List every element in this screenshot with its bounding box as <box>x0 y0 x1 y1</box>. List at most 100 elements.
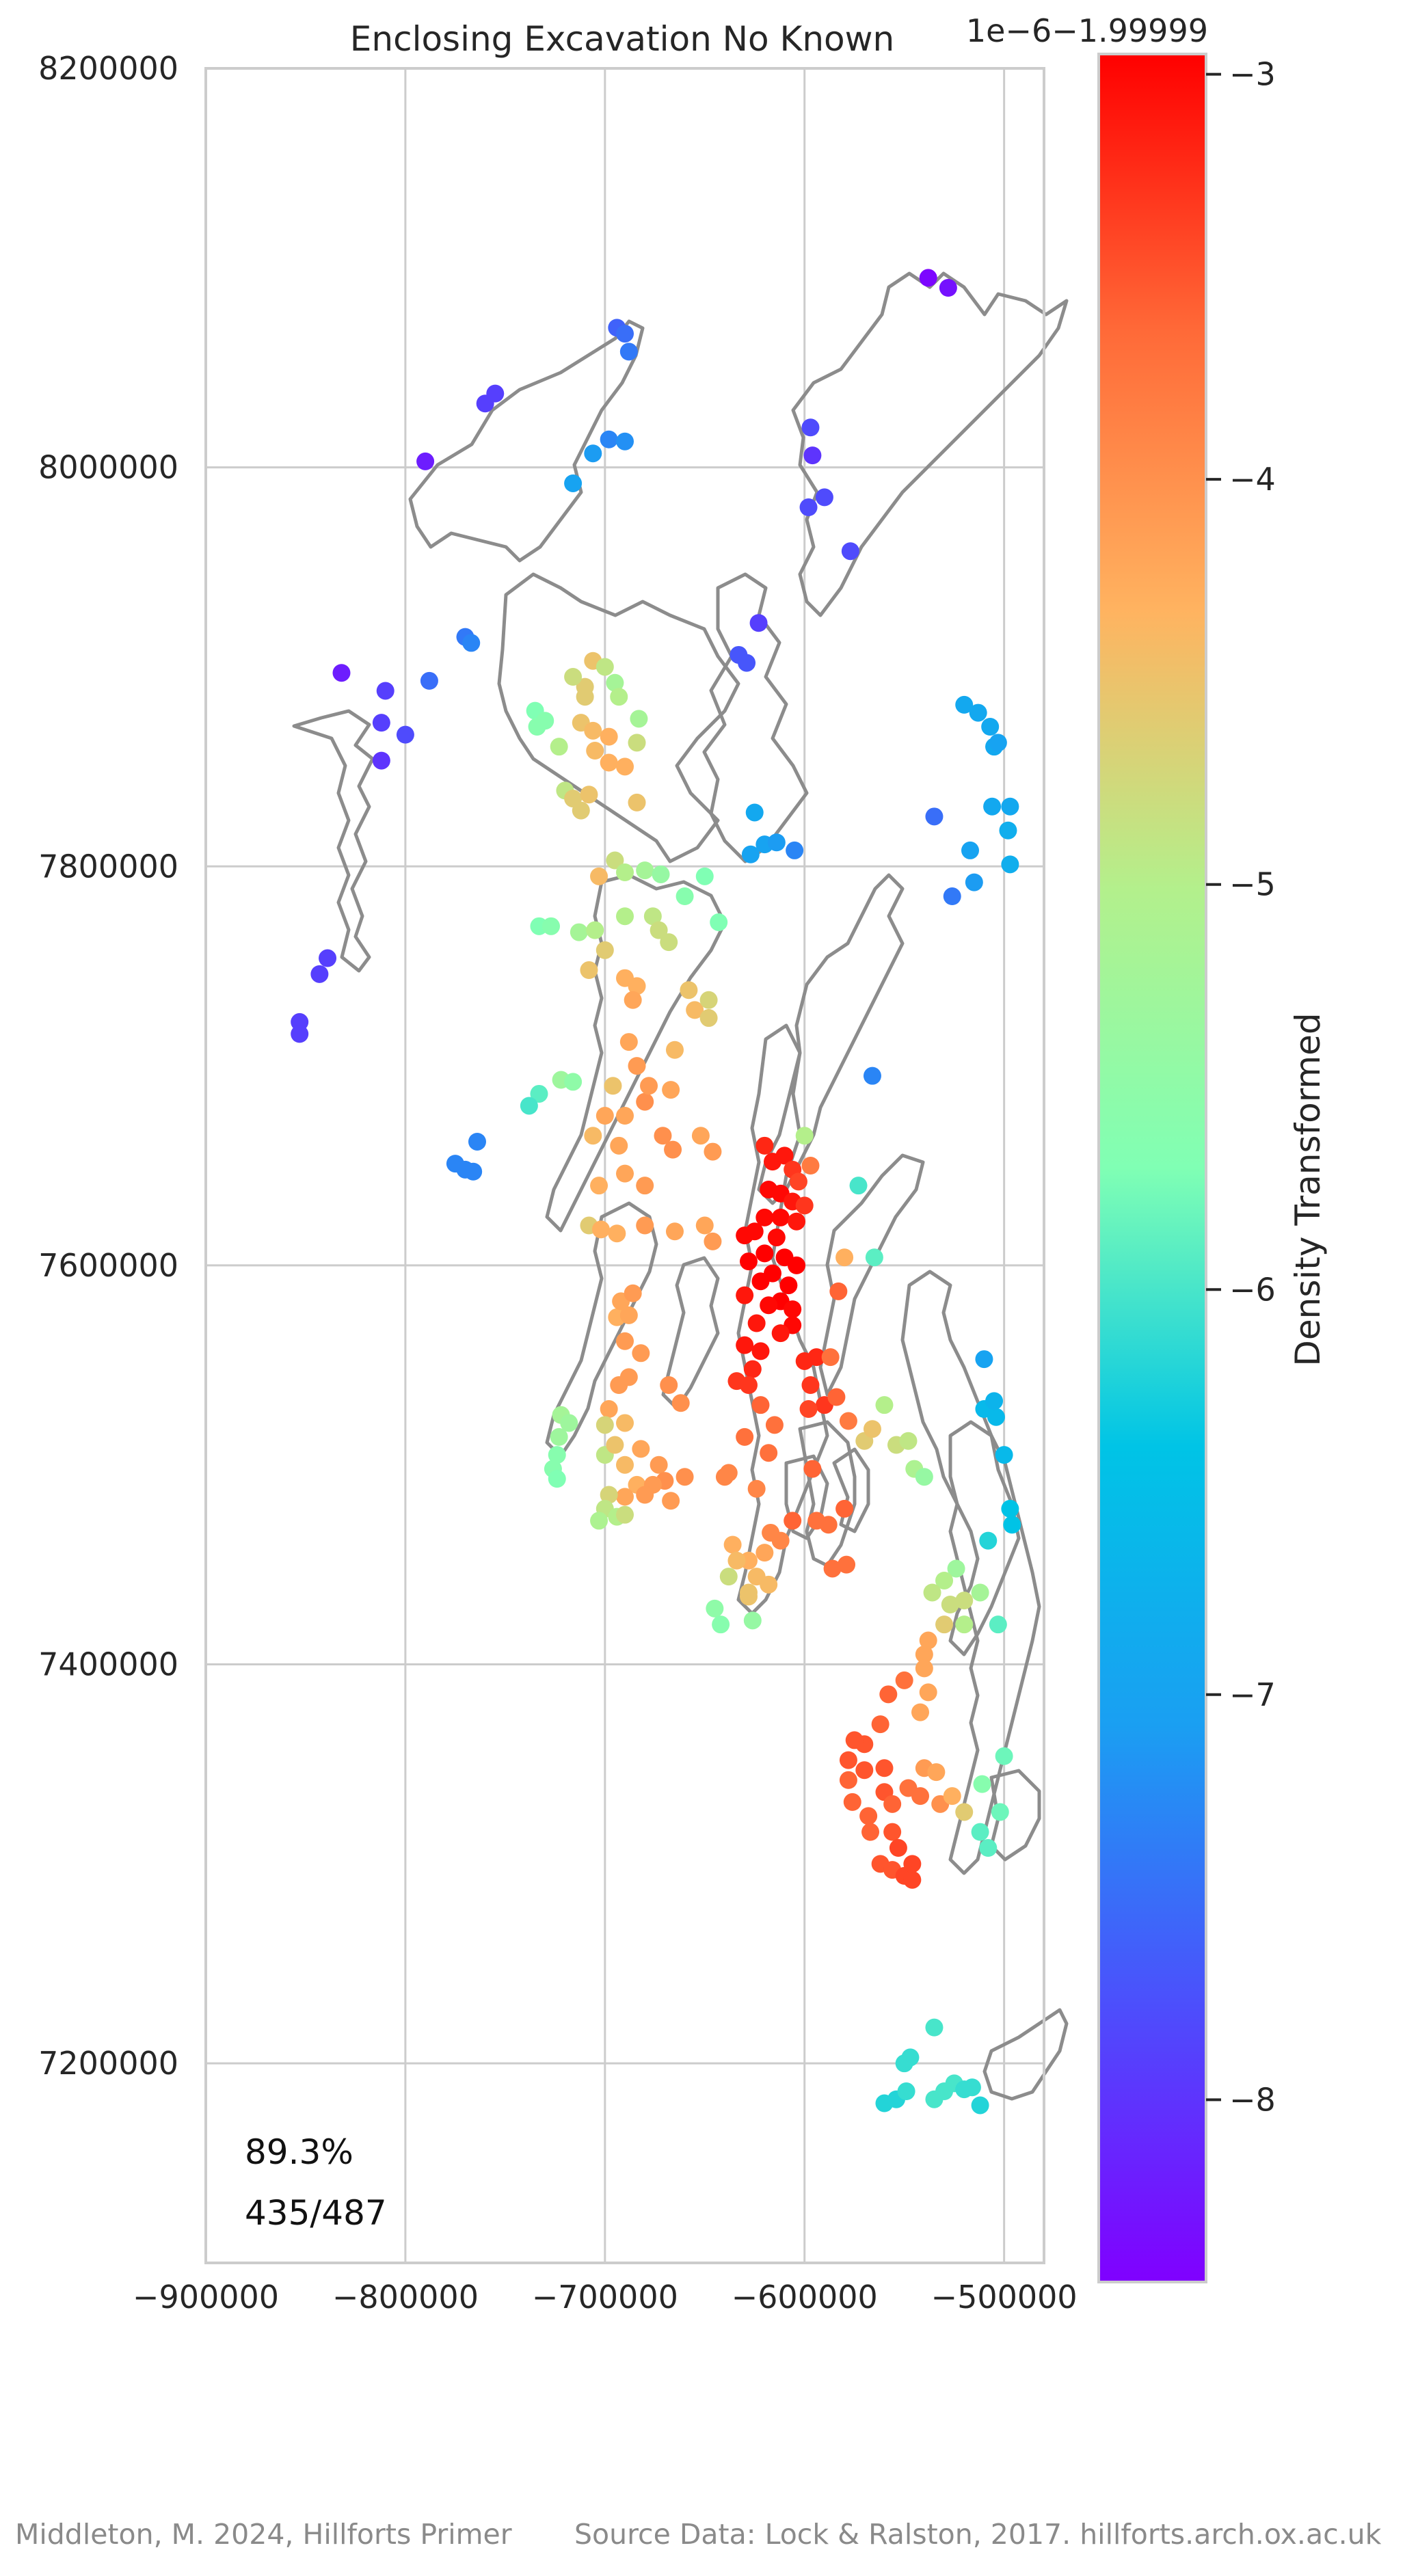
coverage-count: 435/487 <box>245 2193 387 2233</box>
data-point <box>841 542 859 561</box>
data-point <box>719 1568 738 1586</box>
data-point <box>580 961 598 980</box>
data-point <box>675 887 694 906</box>
data-point <box>616 863 634 882</box>
data-point <box>915 1659 933 1678</box>
data-point <box>610 688 628 706</box>
data-point <box>911 1703 930 1721</box>
footer-credit: Middleton, M. 2024, Hillforts Primer <box>15 2518 512 2551</box>
data-point <box>807 1348 826 1367</box>
data-point <box>715 1468 734 1486</box>
colorbar-tick-label: −4 <box>1229 461 1276 498</box>
data-point <box>530 1084 548 1103</box>
data-point <box>855 1761 874 1780</box>
data-point <box>541 917 560 935</box>
data-point <box>771 1208 790 1226</box>
data-point <box>843 1793 861 1811</box>
data-point <box>650 921 668 939</box>
data-point <box>628 793 646 811</box>
colorbar-tick-label: −8 <box>1229 2081 1276 2118</box>
x-axis-ticks: −900000 −800000 −700000 −600000 −500000 <box>133 2279 1078 2316</box>
data-point <box>570 923 588 941</box>
data-point <box>879 1685 898 1704</box>
data-point <box>550 1427 568 1446</box>
data-point <box>765 1416 784 1434</box>
data-point <box>838 1555 856 1574</box>
data-point <box>786 841 804 859</box>
data-point <box>584 721 602 740</box>
data-point <box>665 1222 684 1241</box>
data-point <box>652 865 670 883</box>
data-point <box>560 1414 578 1432</box>
data-point <box>815 488 833 507</box>
data-point <box>643 907 662 926</box>
data-point <box>919 1683 937 1702</box>
data-point <box>396 725 414 744</box>
data-point <box>630 710 648 728</box>
colorbar-tick-label: −5 <box>1229 866 1276 903</box>
data-point <box>695 1216 714 1235</box>
x-tick-label: −700000 <box>532 2279 678 2316</box>
data-point <box>871 1715 889 1734</box>
data-point <box>616 1455 634 1474</box>
data-point <box>915 1468 933 1486</box>
data-point <box>586 742 604 760</box>
data-point <box>739 1376 758 1394</box>
data-point <box>671 1394 690 1412</box>
data-point <box>616 1107 634 1125</box>
data-point <box>606 673 624 692</box>
data-point <box>586 921 604 939</box>
data-point <box>799 498 818 516</box>
data-point <box>801 418 820 437</box>
data-point <box>985 1392 1004 1410</box>
data-point <box>979 1531 998 1550</box>
data-point <box>564 668 583 686</box>
data-point <box>712 1615 730 1634</box>
data-point <box>372 751 390 770</box>
data-point <box>821 1348 840 1367</box>
y-tick-label: 7400000 <box>38 1646 178 1683</box>
data-point <box>788 1212 806 1231</box>
data-point <box>895 1671 913 1689</box>
data-point <box>548 1470 566 1488</box>
data-point <box>859 1807 878 1825</box>
data-point <box>939 279 957 297</box>
data-point <box>619 1368 638 1386</box>
data-point <box>999 821 1017 840</box>
data-point <box>616 432 634 451</box>
data-point <box>596 1107 614 1125</box>
data-point <box>897 2082 915 2101</box>
data-point <box>801 1376 820 1394</box>
data-point <box>619 1033 638 1051</box>
data-point <box>760 1296 778 1315</box>
data-point <box>706 1599 724 1618</box>
data-point <box>695 867 714 885</box>
data-point <box>462 634 481 652</box>
data-point <box>779 1276 798 1295</box>
data-point <box>751 1272 770 1291</box>
data-point <box>829 1282 848 1300</box>
data-point <box>686 1001 704 1019</box>
data-point <box>827 1388 846 1406</box>
x-tick-label: −900000 <box>133 2279 279 2316</box>
data-point <box>619 343 638 361</box>
data-point <box>632 1440 650 1458</box>
data-point <box>935 1571 954 1589</box>
data-point <box>941 1596 959 1613</box>
data-point <box>947 1559 965 1578</box>
data-point <box>965 873 983 891</box>
colorbar-tick-label: −7 <box>1229 1676 1276 1713</box>
data-point <box>1001 797 1019 816</box>
data-point <box>923 1583 941 1602</box>
data-point <box>576 688 594 706</box>
data-point <box>628 977 646 995</box>
data-point <box>771 1324 790 1343</box>
data-point <box>590 867 608 885</box>
data-point <box>784 1512 802 1530</box>
data-point <box>903 1855 922 1873</box>
y-tick-label: 7600000 <box>38 1247 178 1284</box>
data-point <box>564 474 583 492</box>
data-point <box>839 1751 857 1769</box>
data-point <box>332 664 351 682</box>
